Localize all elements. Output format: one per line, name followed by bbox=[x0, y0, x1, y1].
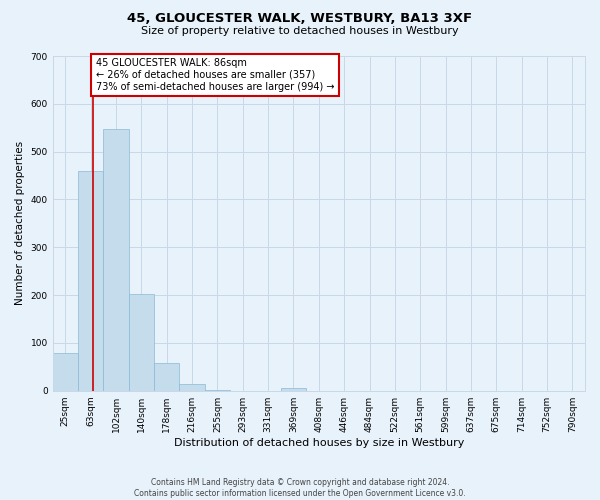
Bar bbox=[179, 384, 205, 390]
Bar bbox=[53, 354, 78, 391]
Text: 45 GLOUCESTER WALK: 86sqm
← 26% of detached houses are smaller (357)
73% of semi: 45 GLOUCESTER WALK: 86sqm ← 26% of detac… bbox=[96, 58, 335, 92]
Text: Size of property relative to detached houses in Westbury: Size of property relative to detached ho… bbox=[141, 26, 459, 36]
X-axis label: Distribution of detached houses by size in Westbury: Distribution of detached houses by size … bbox=[173, 438, 464, 448]
Y-axis label: Number of detached properties: Number of detached properties bbox=[15, 142, 25, 306]
Bar bbox=[281, 388, 306, 390]
Bar bbox=[154, 364, 179, 390]
Text: Contains HM Land Registry data © Crown copyright and database right 2024.
Contai: Contains HM Land Registry data © Crown c… bbox=[134, 478, 466, 498]
Text: 45, GLOUCESTER WALK, WESTBURY, BA13 3XF: 45, GLOUCESTER WALK, WESTBURY, BA13 3XF bbox=[127, 12, 473, 26]
Bar bbox=[78, 171, 103, 390]
Bar bbox=[129, 294, 154, 390]
Bar bbox=[103, 128, 129, 390]
